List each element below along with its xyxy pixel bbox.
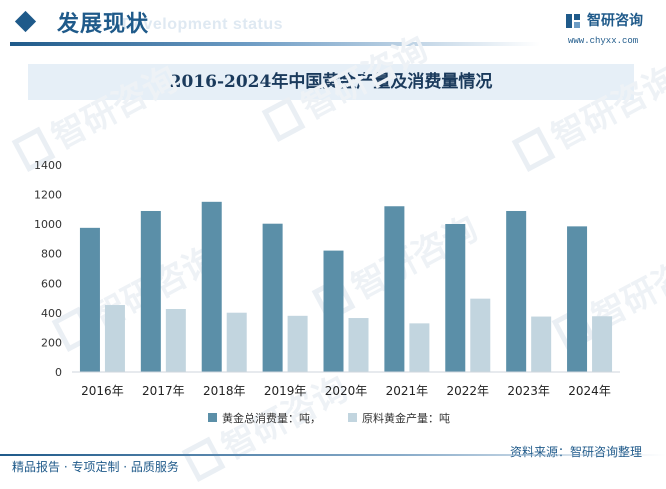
- y-tick-label: 1000: [34, 218, 62, 231]
- header-rule: [10, 42, 540, 46]
- legend-swatch: [348, 413, 357, 422]
- bar-production: [226, 312, 247, 372]
- watermark-icon: [261, 96, 306, 143]
- y-tick-label: 0: [55, 366, 62, 379]
- watermark-icon: [181, 436, 226, 483]
- footer-bar: 精品报告 · 专项定制 · 品质服务: [0, 452, 666, 489]
- section-header: Development status 发展现状: [0, 0, 666, 50]
- brand-url: www.chyxx.com: [568, 36, 639, 46]
- bar-consumption: [262, 223, 283, 372]
- bar-production: [592, 316, 613, 372]
- brand-logo-icon: [566, 14, 580, 28]
- y-tick-label: 200: [41, 336, 62, 349]
- x-tick-label: 2017年: [142, 384, 185, 398]
- x-tick-label: 2024年: [568, 384, 611, 398]
- legend-label: 原料黄金产量：吨: [362, 411, 450, 425]
- y-axis: 0 200 400 600 800 1000 1200 1400: [34, 159, 62, 379]
- chart-title: 2016-2024年中国黄金产量及消费量情况: [28, 64, 634, 100]
- bar-consumption: [201, 201, 222, 372]
- watermark-text: 智研咨询: [45, 59, 184, 158]
- bar-production: [348, 318, 369, 372]
- bar-consumption: [567, 226, 588, 372]
- watermark: 智研咨询: [261, 29, 434, 143]
- watermark-icon: [511, 126, 556, 173]
- watermark-text: 智研咨询: [545, 59, 666, 158]
- footer-slogan: 精品报告 · 专项定制 · 品质服务: [12, 460, 179, 474]
- watermark: 智研咨询: [51, 239, 224, 353]
- x-tick-label: 2021年: [386, 384, 429, 398]
- brand-name: 智研咨询: [587, 13, 643, 29]
- watermark-icon: [11, 126, 56, 173]
- bar-production: [287, 315, 308, 372]
- y-tick-label: 600: [41, 277, 62, 290]
- bar-consumption: [140, 210, 161, 372]
- bar-consumption: [506, 210, 527, 372]
- x-tick-label: 2020年: [325, 384, 368, 398]
- watermark: 智研咨询: [11, 59, 184, 173]
- bar-production: [470, 298, 491, 372]
- x-tick-label: 2023年: [507, 384, 550, 398]
- y-tick-label: 1200: [34, 189, 62, 202]
- y-tick-label: 800: [41, 248, 62, 261]
- bar-production: [409, 323, 430, 372]
- bar-consumption: [79, 227, 100, 372]
- y-tick-label: 400: [41, 307, 62, 320]
- x-tick-label: 2022年: [447, 384, 490, 398]
- legend-swatch: [208, 413, 217, 422]
- x-tick-label: 2016年: [81, 384, 124, 398]
- watermark: 智研咨询: [511, 59, 666, 173]
- bar-consumption: [384, 206, 405, 372]
- bar-consumption: [445, 223, 466, 372]
- bars-layer: [79, 201, 613, 372]
- watermark-text: 智研咨询: [295, 29, 434, 128]
- footer-rule: [0, 454, 666, 456]
- bar-production: [104, 305, 125, 372]
- section-subtitle-en: Development status: [122, 16, 284, 33]
- legend-label: 黄金总消费量：吨，: [222, 411, 321, 425]
- section-title: 发展现状: [57, 11, 150, 37]
- bar-consumption: [323, 250, 344, 372]
- bar-production: [531, 316, 552, 372]
- y-tick-label: 1400: [34, 159, 62, 172]
- bar-production: [165, 309, 186, 372]
- legend: 黄金总消费量：吨， 原料黄金产量：吨: [208, 411, 450, 425]
- x-tick-label: 2019年: [264, 384, 307, 398]
- x-axis: 2016年 2017年 2018年 2019年 2020年 2021年 2022年 2023年…: [72, 371, 620, 398]
- x-tick-label: 2018年: [203, 384, 246, 398]
